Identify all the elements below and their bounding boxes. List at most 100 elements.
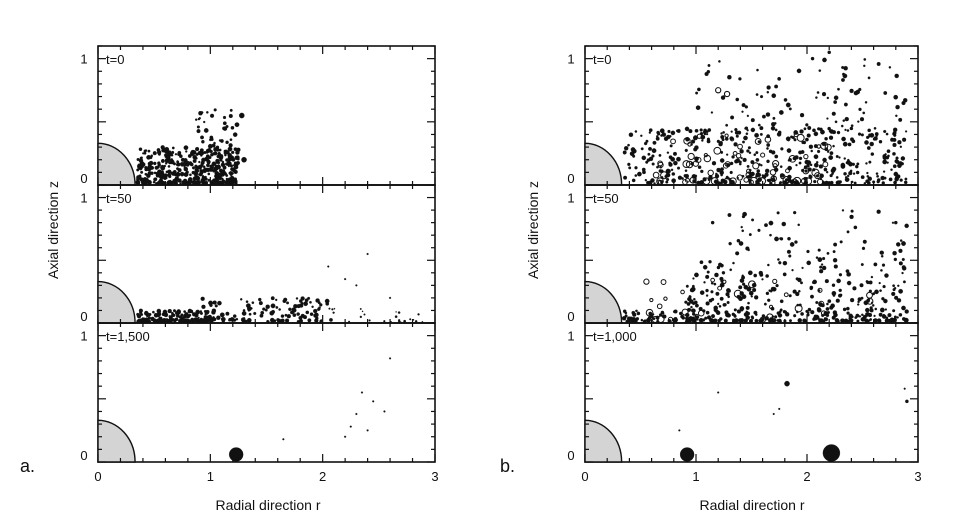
particle xyxy=(738,241,744,246)
particle xyxy=(855,170,860,175)
particle xyxy=(225,174,229,177)
particle xyxy=(781,221,786,227)
particle xyxy=(718,60,721,63)
particle xyxy=(628,132,634,137)
particle xyxy=(713,282,717,286)
panel-letter: a. xyxy=(20,456,35,476)
particle xyxy=(880,254,884,258)
particle xyxy=(189,173,192,177)
particle xyxy=(651,148,657,153)
particle xyxy=(897,284,900,287)
particle xyxy=(152,151,157,156)
particle xyxy=(865,307,870,313)
particle xyxy=(160,159,165,163)
particle xyxy=(733,142,738,147)
particle xyxy=(754,318,759,323)
particle xyxy=(180,313,184,317)
particle xyxy=(776,211,780,215)
particle xyxy=(856,162,860,166)
particle xyxy=(621,316,627,321)
particle xyxy=(230,126,235,130)
particle xyxy=(395,311,397,313)
particle xyxy=(754,132,759,138)
particle xyxy=(798,156,803,161)
particle xyxy=(195,176,201,181)
particle xyxy=(822,161,829,168)
particle xyxy=(734,128,738,132)
particle xyxy=(721,271,726,275)
particle xyxy=(850,209,854,213)
particle xyxy=(824,137,828,141)
particle xyxy=(897,140,902,145)
particle xyxy=(815,96,818,99)
particle xyxy=(729,137,735,142)
particle xyxy=(710,290,714,294)
particle xyxy=(826,150,830,153)
particle xyxy=(719,158,725,163)
particle xyxy=(866,171,869,175)
particle xyxy=(665,180,669,184)
particle xyxy=(764,136,772,143)
particle xyxy=(735,134,739,138)
particle xyxy=(735,158,741,163)
particle xyxy=(715,291,720,296)
particle xyxy=(738,285,743,290)
particle xyxy=(753,310,758,315)
particle xyxy=(251,301,255,305)
particle xyxy=(881,181,885,185)
particle xyxy=(213,108,217,112)
particle xyxy=(849,214,854,220)
particle xyxy=(146,319,150,323)
particle xyxy=(229,108,233,112)
particle xyxy=(892,309,896,313)
particle xyxy=(716,310,721,315)
particle xyxy=(824,143,832,151)
particle xyxy=(627,143,630,147)
particle xyxy=(860,263,864,266)
particle xyxy=(892,250,897,256)
particle xyxy=(893,127,898,132)
particle xyxy=(164,176,168,180)
particle xyxy=(210,152,214,157)
particle xyxy=(823,317,829,322)
particle xyxy=(887,154,890,158)
particle xyxy=(720,95,726,100)
particle xyxy=(228,181,232,185)
y-axis-label: Axial direction z xyxy=(45,181,61,279)
subplot: 0 1 t=50 xyxy=(80,184,436,324)
particle xyxy=(821,265,827,271)
particle xyxy=(809,163,813,167)
particle xyxy=(783,292,789,298)
particle xyxy=(812,128,816,133)
particle xyxy=(635,317,640,321)
particle xyxy=(774,122,777,125)
particle xyxy=(727,295,730,299)
particle xyxy=(892,284,896,288)
particle xyxy=(855,164,859,169)
particle xyxy=(831,172,834,175)
particle xyxy=(328,307,331,310)
particle xyxy=(206,111,209,114)
particle xyxy=(217,151,221,155)
particle xyxy=(694,128,699,133)
particle xyxy=(833,95,839,101)
particle xyxy=(816,307,821,312)
particle xyxy=(622,309,627,314)
particle xyxy=(403,319,407,323)
particle xyxy=(173,319,177,323)
particle xyxy=(878,139,883,144)
particle xyxy=(756,172,762,178)
particle xyxy=(212,169,216,173)
particle xyxy=(809,285,814,290)
particle xyxy=(140,319,145,323)
particle xyxy=(902,280,906,284)
particle xyxy=(327,265,330,268)
particle xyxy=(837,87,840,91)
particle xyxy=(857,132,862,136)
particle xyxy=(745,246,750,251)
particle xyxy=(152,318,157,323)
particle xyxy=(203,315,208,319)
particle xyxy=(797,277,802,283)
particle xyxy=(163,312,169,318)
